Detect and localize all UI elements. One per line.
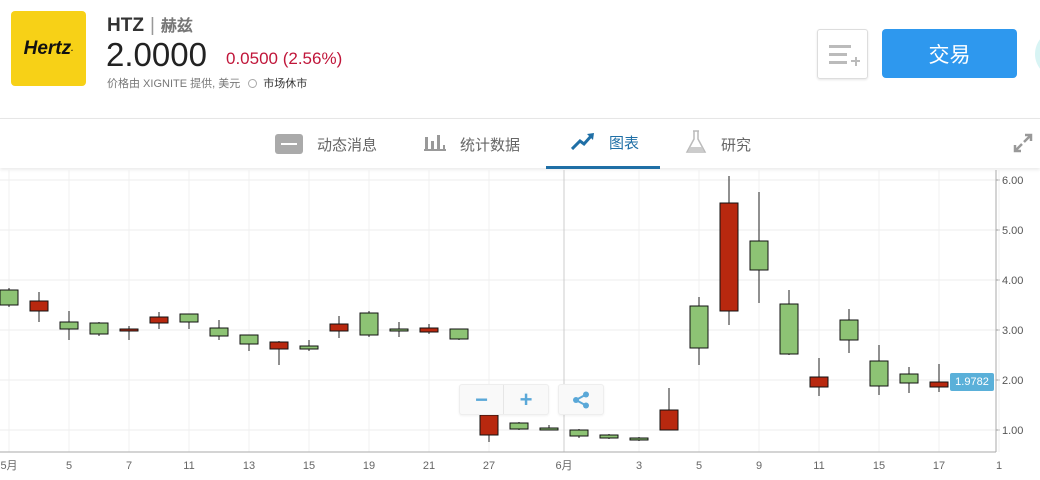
price-source: 价格由 XIGNITE 提供, 美元: [107, 78, 241, 90]
candle-body: [779, 303, 799, 355]
x-tick-label: 21: [423, 460, 435, 472]
candle-body: [149, 316, 169, 324]
zoom-in-button[interactable]: +: [519, 386, 533, 412]
market-status: 市场休市: [263, 78, 308, 90]
x-tick-label: 11: [813, 460, 824, 472]
price-change: 0.0500 (2.56%): [226, 49, 343, 68]
add-to-watchlist-button[interactable]: [817, 29, 868, 79]
company-logo: Hertz.: [11, 11, 86, 86]
y-tick-label: 6.00: [1002, 175, 1023, 187]
stock-title: HTZ | 赫兹: [107, 12, 193, 37]
current-price: 2.0000: [106, 36, 207, 73]
x-tick-label: 7: [126, 460, 132, 472]
news-icon: [275, 134, 303, 154]
y-tick-label: 3.00: [1002, 325, 1023, 337]
trade-button[interactable]: 交易: [882, 29, 1017, 78]
x-tick-label: 19: [363, 460, 375, 472]
candle-body: [119, 328, 139, 332]
chart-trend-icon: [570, 132, 595, 154]
candle-body: [0, 289, 19, 306]
candle-body: [929, 381, 949, 388]
zoom-out-button[interactable]: −: [460, 385, 504, 414]
candle-body: [209, 327, 229, 337]
x-tick-label: 3: [636, 460, 642, 472]
candle-body: [389, 328, 409, 332]
add-to-list-icon: [829, 45, 851, 48]
x-tick-label: 1: [996, 460, 1002, 472]
candle-body: [479, 414, 499, 436]
candle-body: [659, 409, 679, 431]
x-tick-label: 6月: [555, 460, 572, 472]
plus-icon: [851, 56, 860, 66]
clock-icon: [248, 79, 258, 88]
y-tick-label: 4.00: [1002, 275, 1023, 287]
tab-label: 动态消息: [317, 136, 378, 154]
candle-body: [869, 360, 889, 387]
zoom-controls: − +: [459, 384, 549, 415]
candle-body: [689, 305, 709, 349]
candle-body: [59, 321, 79, 330]
candle-body: [179, 313, 199, 323]
candle-body: [89, 322, 109, 335]
flask-icon: [685, 130, 707, 158]
x-tick-label: 5: [66, 460, 72, 472]
candle-body: [899, 373, 919, 384]
tab-label: 图表: [609, 135, 640, 152]
x-tick-label: 5月: [0, 460, 17, 472]
y-tick-label: 2.00: [1002, 375, 1023, 387]
company-name: 赫兹: [160, 18, 193, 35]
candle-body: [839, 319, 859, 341]
candle-body: [269, 341, 289, 350]
candle-body: [329, 323, 349, 332]
x-tick-label: 9: [756, 460, 762, 472]
candle-body: [629, 437, 649, 441]
candle-body: [509, 422, 529, 430]
x-tick-label: 17: [933, 460, 945, 472]
x-tick-label: 5: [696, 460, 702, 472]
list-line: [829, 53, 847, 56]
x-tick-label: 15: [873, 460, 885, 472]
x-tick-label: 27: [483, 460, 495, 472]
candle-body: [359, 312, 379, 336]
candle-body: [29, 300, 49, 312]
candle-body: [239, 334, 259, 345]
tab-research[interactable]: 研究: [685, 119, 751, 169]
y-tick-label: 1.00: [1002, 425, 1023, 437]
candle-body: [719, 202, 739, 312]
tab-stats[interactable]: 统计数据: [424, 119, 520, 169]
share-button[interactable]: [558, 384, 604, 415]
candle-body: [299, 345, 319, 350]
tab-chart[interactable]: 图表: [546, 119, 660, 169]
candle-body: [599, 434, 619, 439]
expand-icon[interactable]: [1012, 132, 1034, 154]
ticker-symbol: HTZ: [107, 15, 144, 36]
candle-body: [539, 427, 559, 431]
candle-body: [569, 429, 589, 437]
candle-body: [749, 240, 769, 271]
last-price-badge: 1.9782: [950, 373, 994, 391]
x-tick-label: 15: [303, 460, 315, 472]
tab-label: 研究: [721, 136, 752, 154]
bar-stats-icon: [424, 133, 446, 155]
candle-body: [809, 376, 829, 388]
price-source-line: 价格由 XIGNITE 提供, 美元 市场休市: [107, 75, 307, 91]
candle-body: [449, 328, 469, 340]
y-tick-label: 5.00: [1002, 225, 1023, 237]
tab-label: 统计数据: [460, 136, 521, 154]
x-tick-label: 11: [183, 460, 194, 472]
list-line: [829, 61, 847, 64]
tab-news[interactable]: 动态消息: [275, 119, 377, 169]
tab-bar: 动态消息 统计数据 图表 研究: [0, 118, 1040, 169]
avatar-button[interactable]: [1035, 30, 1040, 78]
share-icon: [559, 385, 603, 414]
candle-body: [419, 327, 439, 333]
x-tick-label: 13: [243, 460, 255, 472]
title-separator: |: [149, 15, 155, 36]
